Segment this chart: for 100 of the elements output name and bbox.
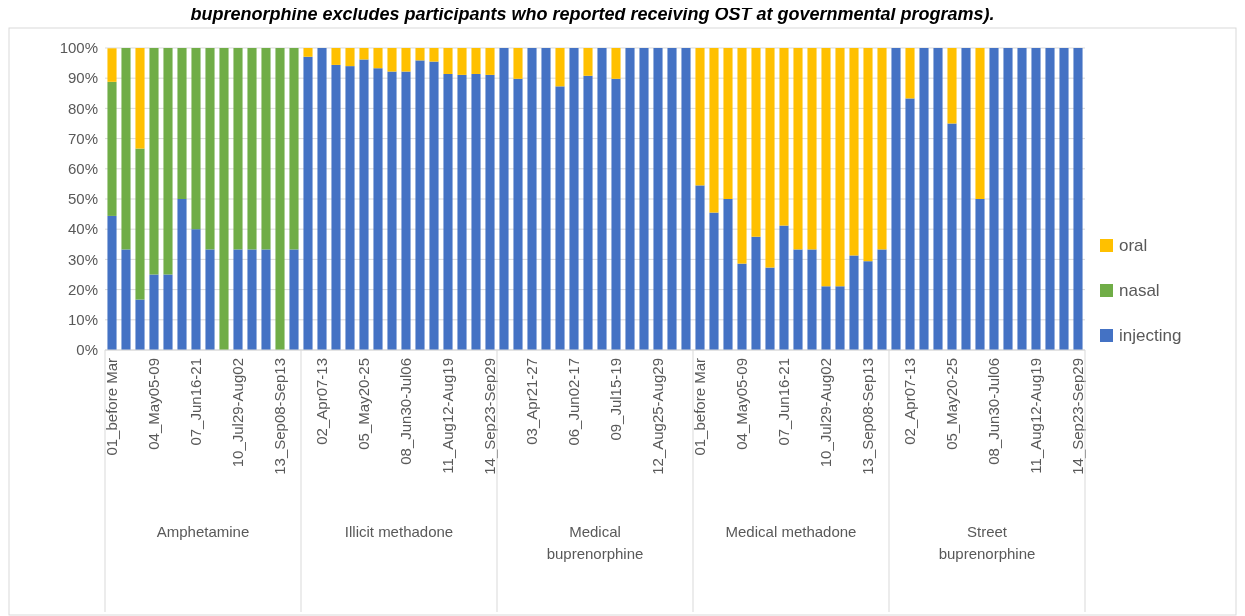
x-tick-label: 04_May05-09 (145, 358, 163, 450)
bar (415, 48, 425, 61)
y-tick-label: 40% (67, 220, 98, 238)
text: Illicit methadone (344, 523, 454, 540)
bar (849, 255, 859, 350)
bar (807, 249, 817, 350)
bar (695, 185, 705, 350)
bar (821, 286, 831, 350)
bar (569, 48, 579, 350)
y-tick-label: 20% (67, 280, 98, 298)
x-tick-label: 02_Apr07-13 (313, 358, 331, 445)
bar (331, 64, 341, 350)
bar (107, 48, 117, 82)
x-tick-label: 08_Jun30-Jul06 (985, 358, 1003, 465)
bar (359, 48, 369, 60)
bar (709, 212, 719, 350)
y-tick-label: 100% (59, 39, 98, 57)
bar (121, 48, 131, 250)
bar (751, 48, 761, 237)
bar (275, 48, 285, 350)
bar (611, 78, 621, 350)
x-tick-label: 01_before Mar (691, 358, 709, 456)
bar (499, 48, 509, 350)
bar (1059, 48, 1069, 350)
bar (975, 48, 985, 199)
bar (443, 73, 453, 350)
bar (261, 249, 271, 350)
bar (401, 48, 411, 72)
bar (527, 48, 537, 350)
bar (723, 48, 733, 199)
bar (989, 48, 999, 350)
legend-label: injecting (1119, 325, 1182, 345)
bar (261, 48, 271, 250)
bar (317, 48, 327, 350)
bar (233, 249, 243, 350)
bar (793, 249, 803, 350)
bar (135, 48, 145, 149)
bar (737, 48, 747, 264)
bar (863, 261, 873, 350)
bar (555, 86, 565, 350)
bar (1031, 48, 1041, 350)
bar (205, 249, 215, 350)
bar (191, 48, 201, 230)
bar (471, 48, 481, 74)
bar (247, 48, 257, 250)
bar (163, 274, 173, 350)
bar (667, 48, 677, 350)
bar (429, 61, 439, 350)
bar (107, 81, 117, 216)
bar (1073, 48, 1083, 350)
x-tick-label: 06_Jun02-17 (565, 358, 583, 446)
x-tick-label: 03_Apr21-27 (523, 358, 541, 445)
x-tick-label: 12_Aug25-Aug29 (649, 358, 667, 475)
x-tick-label: 05_May20-25 (355, 358, 373, 450)
bar (555, 48, 565, 87)
x-tick-label: 09_Jul15-19 (607, 358, 625, 441)
bar (863, 48, 873, 262)
bar (177, 199, 187, 350)
bar (471, 73, 481, 350)
bar (947, 123, 957, 350)
bar (219, 48, 229, 350)
bar (513, 78, 523, 350)
bar (457, 48, 467, 75)
bar (541, 48, 551, 350)
x-tick-label: 10_Jul29-Aug02 (817, 358, 835, 468)
x-tick-label: 07_Jun16-21 (775, 358, 793, 446)
x-tick-label: 14_Sep23-Sep29 (481, 358, 499, 475)
bar (163, 48, 173, 275)
y-tick-label: 80% (67, 99, 98, 117)
x-tick-label: 13_Sep08-Sep13 (271, 358, 289, 475)
bar (751, 236, 761, 350)
bar (373, 68, 383, 350)
y-tick-label: 50% (67, 190, 98, 208)
x-tick-label: 11_Aug12-Aug19 (1027, 358, 1045, 474)
bar (821, 48, 831, 287)
bar (345, 66, 355, 350)
bar (1017, 48, 1027, 350)
bar (625, 48, 635, 350)
bar (289, 48, 299, 250)
y-tick-label: 70% (67, 129, 98, 147)
bar (933, 48, 943, 350)
bar (639, 48, 649, 350)
text: Medical buprenorphine (546, 523, 644, 562)
bar (723, 199, 733, 350)
bar (765, 267, 775, 350)
bar (779, 225, 789, 350)
bar (793, 48, 803, 250)
bar (149, 274, 159, 350)
bar (737, 263, 747, 350)
bar (401, 71, 411, 350)
bar (359, 59, 369, 350)
bar (387, 48, 397, 72)
y-tick-label: 90% (67, 69, 98, 87)
bar (429, 48, 439, 62)
bar (695, 48, 705, 186)
bar (891, 48, 901, 350)
bar (807, 48, 817, 250)
bar (961, 48, 971, 350)
bar (289, 249, 299, 350)
bar (947, 48, 957, 124)
